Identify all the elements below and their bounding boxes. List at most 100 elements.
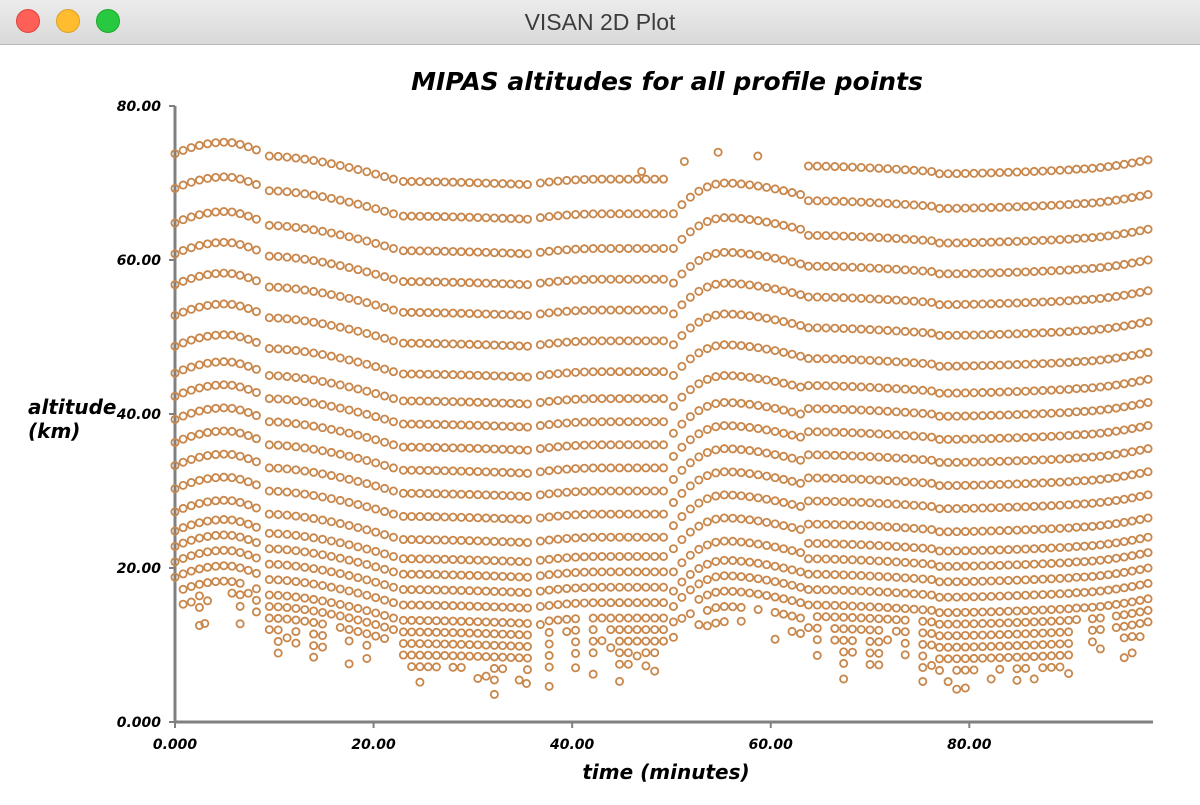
data-point [900,627,910,637]
data-point [659,305,669,315]
data-point [544,570,554,580]
data-point [762,313,772,323]
data-point [821,323,831,333]
data-point [770,519,780,529]
data-point [891,522,901,532]
data-point [380,241,390,251]
data-point [978,457,988,467]
data-point [431,535,441,545]
data-point [943,631,953,641]
data-point [579,567,589,577]
data-point [481,213,491,223]
data-point [1038,328,1048,338]
data-point [235,532,245,542]
data-point [839,601,849,611]
data-point [702,590,712,600]
data-point [839,427,849,437]
data-point [291,153,301,163]
data-point [803,354,813,364]
data-point [1127,608,1137,618]
data-point [623,551,633,561]
data-point [273,440,283,450]
data-point [978,388,988,398]
maximize-button[interactable] [96,9,120,33]
data-point [623,440,633,450]
data-point [803,600,813,610]
data-point [969,203,979,213]
data-point [227,238,237,248]
data-point [1046,543,1056,553]
data-point [380,460,390,470]
data-point [194,452,204,462]
data-point [935,169,945,179]
data-point [927,524,937,534]
data-point [787,188,797,198]
data-point [353,407,363,417]
data-point [211,357,221,367]
data-point [456,585,466,595]
data-point [588,598,598,608]
data-point [779,286,789,296]
close-button[interactable] [16,9,40,33]
data-point [900,453,910,463]
data-point [380,391,390,401]
data-point [891,199,901,209]
data-point [597,509,607,519]
data-point [465,339,475,349]
data-point [1029,628,1039,638]
data-point [770,184,780,194]
data-point [952,361,962,371]
data-point [668,309,678,319]
data-point [514,630,524,640]
data-point [927,544,937,554]
data-point [659,174,669,184]
data-point [562,337,572,347]
data-point [803,473,813,483]
data-point [1064,431,1074,441]
data-point [431,600,441,610]
data-point [847,355,857,365]
data-point [1119,583,1129,593]
data-point [995,607,1005,617]
data-point [398,396,408,406]
data-point [952,592,962,602]
data-point [597,417,607,427]
data-point [803,261,813,271]
data-point [1103,570,1113,580]
data-point [969,411,979,421]
window-titlebar[interactable]: VISAN 2D Plot [0,0,1200,45]
data-point [186,177,196,187]
data-point [219,561,229,571]
data-point [719,602,729,612]
data-point [995,202,1005,212]
data-point [1021,409,1031,419]
data-point [1064,265,1074,275]
data-point [952,654,962,664]
data-point [978,330,988,340]
data-point [273,313,283,323]
data-point [264,251,274,261]
data-point [677,592,687,602]
data-point [473,555,483,565]
data-point [796,432,806,442]
data-point [606,440,616,450]
data-point [969,642,979,652]
data-point [668,243,678,253]
data-point [1038,640,1048,650]
data-point [514,641,524,651]
data-point [1055,543,1065,553]
data-point [821,404,831,414]
data-point [847,428,857,438]
data-point [995,360,1005,370]
data-point [1021,575,1031,585]
data-point [711,279,721,289]
data-point [927,359,937,369]
data-point [1003,618,1013,628]
minimize-button[interactable] [56,9,80,33]
data-point [1143,563,1153,573]
data-point [571,210,581,220]
data-point [865,263,875,273]
data-point [473,490,483,500]
data-point [535,213,545,223]
data-point [874,294,884,304]
